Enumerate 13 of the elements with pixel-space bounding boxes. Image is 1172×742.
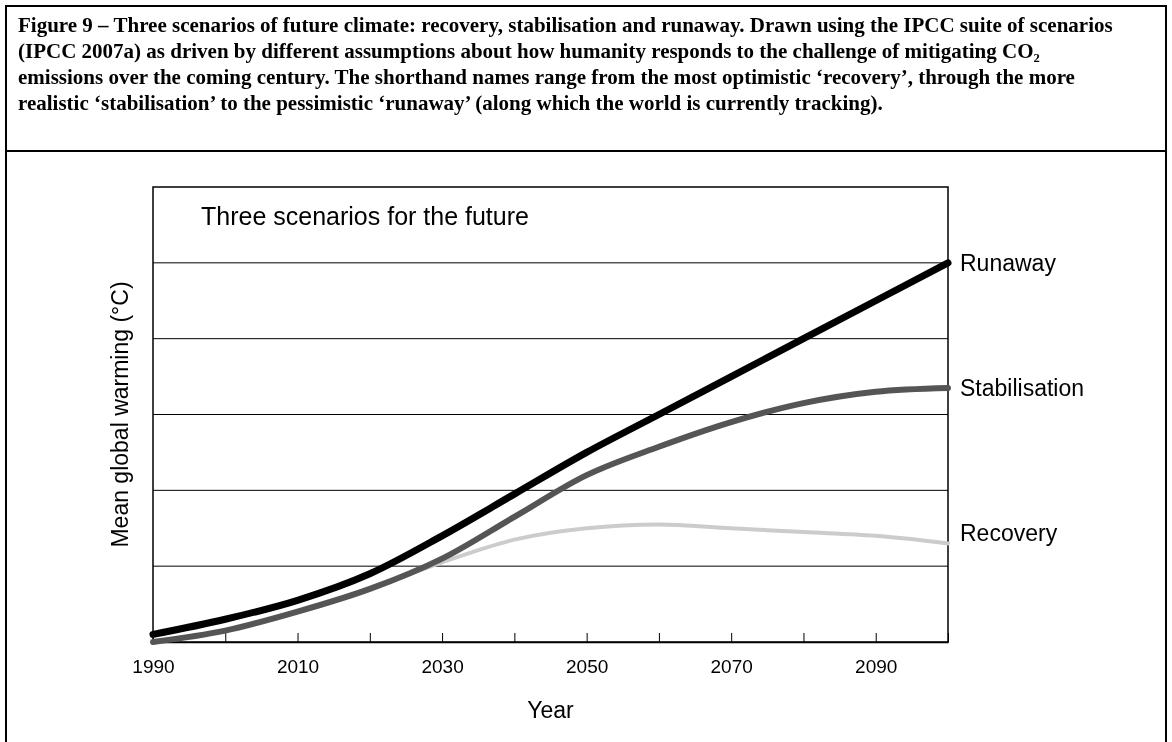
y-axis-title: Mean global warming (°C) (107, 281, 133, 548)
x-tick-label: 2050 (566, 656, 609, 678)
x-tick-label: 2070 (710, 656, 753, 678)
chart-title: Three scenarios for the future (201, 202, 529, 230)
caption: Figure 9 – Three scenarios of future climate: recovery, stabilisation and runaway. Drawn using the IPCC suite of scenarios (IPCC 2007a) as driven by different assumptions about how humanity responds to the challenge of mitigating CO₂ emissions over the coming century. The shorthand names range from the most optimistic ‘recovery’, through the more realistic ‘stabilisation’ to the pessimistic ‘runaway’ (along which the world is currently tracking). (18, 12, 1114, 116)
x-tick-label: 2030 (421, 656, 464, 678)
series-label: Runaway (960, 249, 1057, 276)
series-label: Stabilisation (960, 375, 1085, 402)
x-axis-title: Year (527, 697, 575, 723)
x-tick-label: 2010 (276, 656, 320, 678)
series-label: Recovery (960, 520, 1058, 547)
x-tick-label: 2090 (855, 656, 898, 678)
x-tick-label: 1990 (132, 656, 175, 678)
